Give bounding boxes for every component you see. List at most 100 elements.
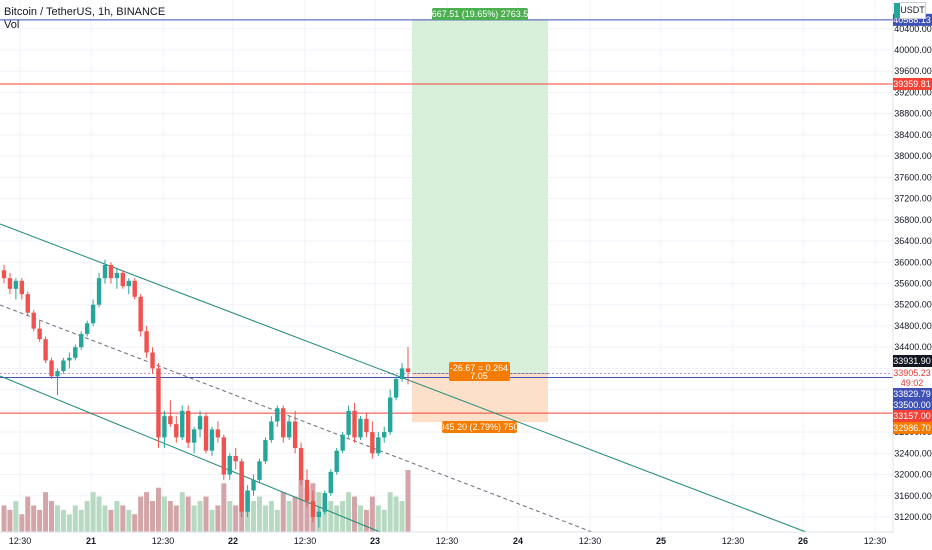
position-zones xyxy=(412,19,548,423)
candle-body xyxy=(340,434,345,451)
candle-body xyxy=(292,421,298,449)
target-price-tag: 40568.13 xyxy=(893,15,931,25)
currency-badge[interactable]: USDT xyxy=(894,2,926,19)
volume-bar xyxy=(132,514,138,532)
volume-bar xyxy=(387,492,393,532)
price-tick-label: 32400.00 xyxy=(894,448,932,458)
volume-bar xyxy=(274,509,280,532)
stop-label-bg xyxy=(442,421,517,433)
candle-body xyxy=(79,333,84,348)
candle-body xyxy=(19,280,25,295)
candle-body xyxy=(334,450,339,472)
time-tick-label: 26 xyxy=(798,536,808,546)
volume-bar xyxy=(167,501,173,532)
price-tick-label: 38000.00 xyxy=(894,151,932,161)
volume-bar xyxy=(150,501,156,532)
candle-body xyxy=(316,511,322,517)
volume-bar xyxy=(215,505,221,532)
volume-bar xyxy=(328,501,334,532)
time-tick-label: 12:30 xyxy=(436,536,459,546)
entry-price-tag-bg xyxy=(893,367,932,379)
candle-body xyxy=(102,264,108,279)
volume-bar xyxy=(262,505,268,532)
candle-body xyxy=(376,437,381,454)
blue-level-tag: 33829.79 xyxy=(893,389,931,399)
volume-bar xyxy=(108,509,114,532)
candle-body xyxy=(191,429,197,443)
volume-bar xyxy=(203,496,209,532)
price-tick-label: 36800.00 xyxy=(894,215,932,225)
stop-zone xyxy=(412,373,548,423)
price-axis[interactable]: 31200.0031600.0032000.0032400.0032800.00… xyxy=(892,0,932,550)
candle-body xyxy=(257,461,262,480)
volume-bar xyxy=(298,478,304,532)
stop-zone-low-tag: 32986.70 xyxy=(893,423,931,433)
volume-bar xyxy=(346,492,352,532)
candle-body xyxy=(215,429,221,438)
symbol-title[interactable]: Bitcoin / TetherUS, 1h, BINANCE xyxy=(4,6,166,18)
currency-indicator xyxy=(894,3,900,18)
candle-body xyxy=(73,347,78,358)
candle-body xyxy=(108,264,114,279)
time-tick-label: 12:30 xyxy=(579,536,602,546)
candle-body xyxy=(286,421,292,438)
volume-bar xyxy=(43,492,49,532)
price-tick-label: 36000.00 xyxy=(894,257,932,267)
candle-body xyxy=(67,357,72,361)
volume-bar xyxy=(304,487,310,532)
volume-bar xyxy=(25,496,31,532)
volume-bar xyxy=(352,496,358,532)
candle-body xyxy=(90,304,96,324)
resistance-price-tag-bg xyxy=(893,77,932,90)
price-tick-label: 38400.00 xyxy=(894,130,932,140)
volume-bar xyxy=(78,509,84,532)
annotations: 6667.51 (19.65%) 2763.52 -26.67 = 0.2647.… xyxy=(427,8,534,433)
volume-bar xyxy=(155,487,161,532)
volume-bar xyxy=(256,496,262,532)
volume-bar xyxy=(399,501,405,532)
time-tick-label: 12:30 xyxy=(152,536,175,546)
candle-body xyxy=(382,432,387,438)
candle-body xyxy=(203,416,209,451)
volume-bar xyxy=(357,505,363,532)
candle-body xyxy=(43,339,48,361)
candle-body xyxy=(138,296,143,332)
volume-bar xyxy=(19,514,25,532)
volume-bar xyxy=(102,505,108,532)
candle-body xyxy=(387,397,393,433)
candle-body xyxy=(298,448,304,480)
volume-bar xyxy=(233,505,239,532)
time-tick-label: 25 xyxy=(656,536,666,546)
volume-bar xyxy=(120,505,126,532)
candle-body xyxy=(399,368,405,380)
volume-bar xyxy=(227,501,233,532)
price-levels xyxy=(0,19,893,414)
candle-body xyxy=(269,421,274,441)
candle-body xyxy=(96,278,102,305)
channel-mid-line xyxy=(0,304,593,533)
candle-body xyxy=(13,280,19,289)
candle-body xyxy=(245,490,250,512)
price-tick-label: 40400.00 xyxy=(894,24,932,34)
volume-bar xyxy=(7,509,13,532)
volume-bar xyxy=(185,496,191,532)
volume-bar xyxy=(381,509,387,532)
currency-label: USDT xyxy=(900,5,925,15)
volume-label: Vol xyxy=(4,19,20,31)
candle-body xyxy=(180,410,185,438)
time-tick-label: 24 xyxy=(513,536,523,546)
countdown-tag: 49:02 xyxy=(901,378,924,388)
volume-bar xyxy=(114,501,120,532)
volume-bar xyxy=(1,505,7,532)
price-tick-label: 31600.00 xyxy=(894,491,932,501)
price-tick-label: 40000.00 xyxy=(894,45,932,55)
target-label: 6667.51 (19.65%) 2763.52 xyxy=(427,9,534,19)
candle-body xyxy=(49,360,54,377)
candle-body xyxy=(144,331,149,353)
volume-bar xyxy=(173,505,179,532)
price-tick-label: 32000.00 xyxy=(894,470,932,480)
time-axis[interactable]: 12:30 21 12:30 22 12:30 23 12:30 24 12:30 25 12:30… xyxy=(0,531,932,550)
candle-body xyxy=(84,323,90,334)
price-tick-label: 39200.00 xyxy=(894,87,932,97)
